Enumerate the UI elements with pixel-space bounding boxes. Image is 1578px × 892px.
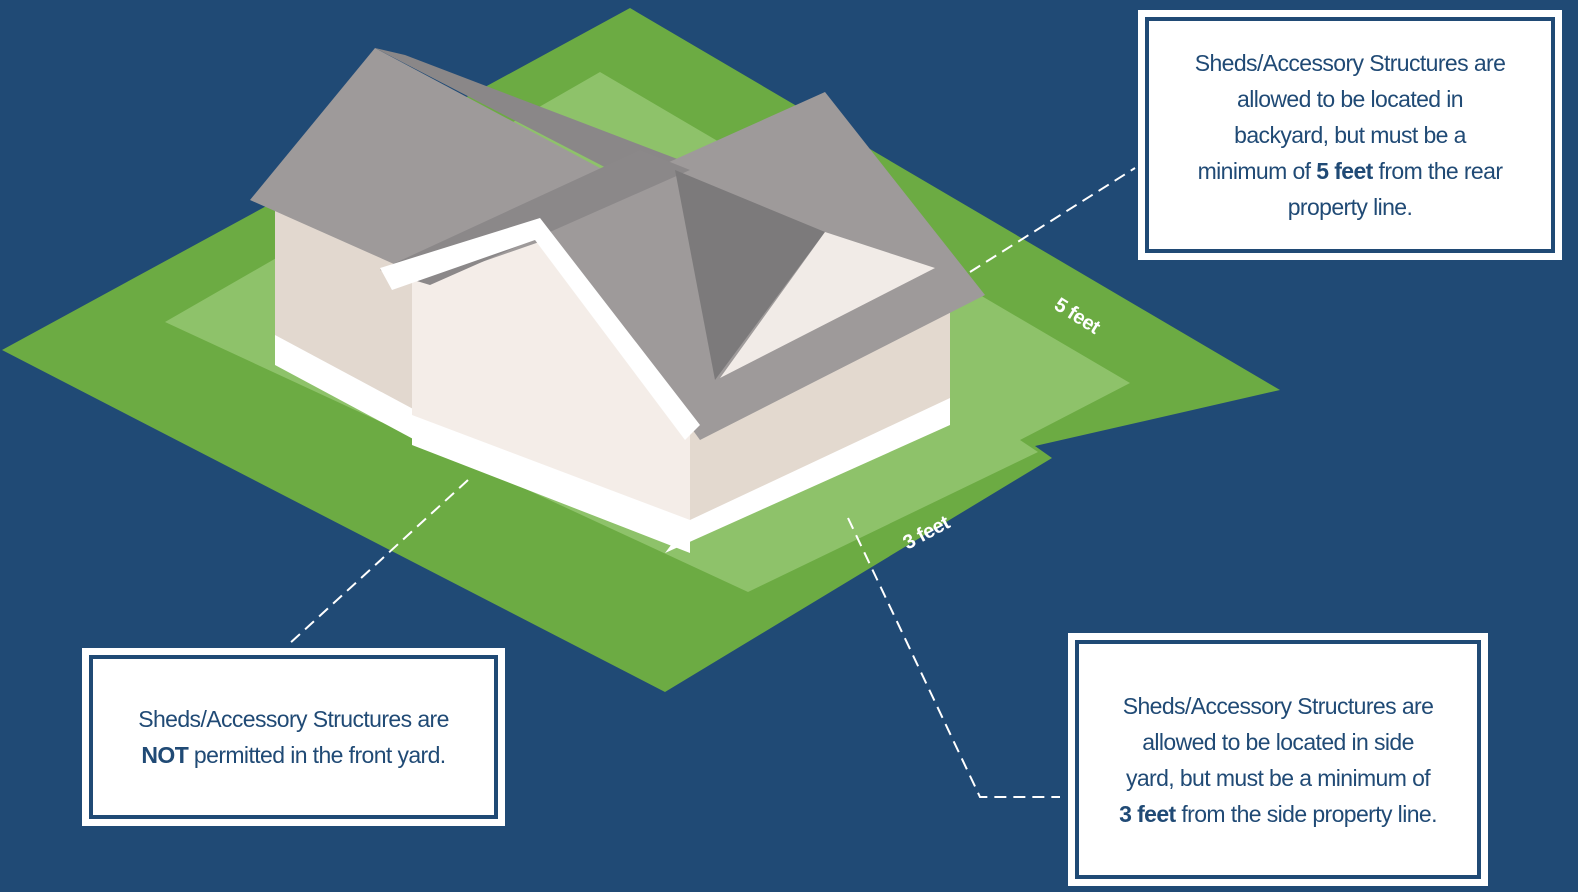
right-wall bbox=[690, 300, 950, 525]
front-leader bbox=[287, 479, 469, 646]
emphasis: NOT bbox=[141, 742, 189, 768]
text: Sheds/Accessory Structures are bbox=[138, 706, 449, 732]
emphasis: 3 feet bbox=[1119, 800, 1176, 827]
text: Sheds/Accessory Structures are allowed t… bbox=[1122, 692, 1434, 791]
ridge bbox=[375, 48, 680, 175]
text: permitted in the front yard. bbox=[188, 742, 446, 768]
front-callout: Sheds/Accessory Structures are NOT permi… bbox=[82, 648, 505, 826]
rear-text: Sheds/Accessory Structures are allowed t… bbox=[1190, 45, 1510, 225]
left-wall bbox=[275, 210, 415, 420]
text: Sheds/Accessory Structures are allowed t… bbox=[1194, 50, 1506, 184]
gable-light bbox=[720, 232, 935, 378]
rear-leader bbox=[969, 167, 1136, 273]
side-leader bbox=[847, 517, 1060, 798]
gable-dark bbox=[675, 170, 825, 380]
side-text: Sheds/Accessory Structures are allowed t… bbox=[1118, 688, 1438, 832]
side-callout: Sheds/Accessory Structures are allowed t… bbox=[1068, 633, 1488, 886]
left-base bbox=[275, 335, 415, 440]
front-base bbox=[412, 415, 690, 553]
front-wall bbox=[412, 230, 690, 525]
text: from the side property line. bbox=[1175, 800, 1437, 827]
front-text: Sheds/Accessory Structures are NOT permi… bbox=[129, 701, 459, 773]
right-base bbox=[665, 398, 950, 553]
rear-callout: Sheds/Accessory Structures are allowed t… bbox=[1138, 10, 1562, 260]
emphasis: 5 feet bbox=[1316, 158, 1373, 184]
text: from the rear property line. bbox=[1287, 158, 1503, 220]
